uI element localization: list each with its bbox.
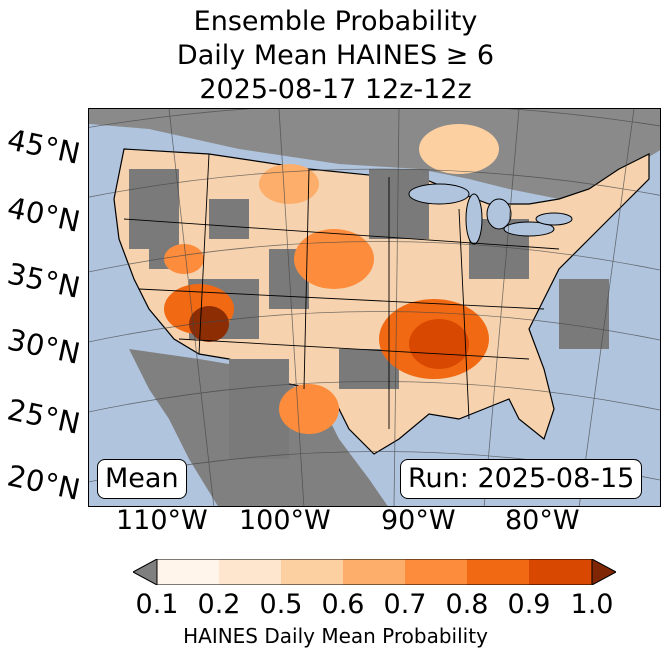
run-box: Run: 2025-08-15 bbox=[400, 459, 643, 499]
colorbar-tick: 1.0 bbox=[570, 589, 614, 620]
lon-label: 110°W bbox=[116, 505, 208, 536]
lon-label: 90°W bbox=[381, 505, 456, 536]
lat-label: 45°N bbox=[4, 122, 84, 171]
colorbar-tick: 0.7 bbox=[383, 589, 427, 620]
colorbar-over-arrow bbox=[591, 559, 616, 585]
colorbar-tick: 0.8 bbox=[445, 589, 489, 620]
state-borders bbox=[123, 153, 560, 429]
colorbar-bin bbox=[529, 559, 592, 585]
colorbar-label: HAINES Daily Mean Probability bbox=[183, 624, 488, 648]
colorbar-under-arrow bbox=[133, 559, 158, 585]
probability-map bbox=[88, 108, 661, 507]
title-line-1: Ensemble Probability bbox=[193, 6, 478, 37]
lat-label: 25°N bbox=[4, 392, 84, 441]
lat-label: 40°N bbox=[4, 190, 84, 239]
colorbar-bin bbox=[157, 559, 219, 585]
probability-shading bbox=[164, 124, 499, 434]
colorbar bbox=[133, 559, 616, 585]
colorbar-tick: 0.9 bbox=[507, 589, 551, 620]
title-line-3: 2025-08-17 12z-12z bbox=[199, 74, 472, 105]
lat-label: 20°N bbox=[4, 458, 84, 507]
colorbar-tick: 0.5 bbox=[259, 589, 303, 620]
lat-label: 30°N bbox=[4, 322, 84, 371]
colorbar-tick: 0.6 bbox=[321, 589, 365, 620]
colorbar-bin bbox=[281, 559, 343, 585]
colorbar-bin bbox=[219, 559, 281, 585]
colorbar-bin bbox=[405, 559, 467, 585]
lon-label: 80°W bbox=[505, 505, 580, 536]
lat-label: 35°N bbox=[4, 256, 84, 305]
colorbar-tick: 0.1 bbox=[135, 589, 179, 620]
title-line-2: Daily Mean HAINES ≥ 6 bbox=[176, 40, 495, 71]
colorbar-bin bbox=[467, 559, 529, 585]
colorbar-frame bbox=[156, 559, 593, 585]
great-lakes bbox=[408, 183, 573, 245]
map-canvas bbox=[89, 109, 660, 506]
colorbar-bin bbox=[343, 559, 405, 585]
colorbar-tick: 0.2 bbox=[197, 589, 241, 620]
stat-box: Mean bbox=[97, 459, 187, 499]
lon-label: 100°W bbox=[239, 505, 331, 536]
